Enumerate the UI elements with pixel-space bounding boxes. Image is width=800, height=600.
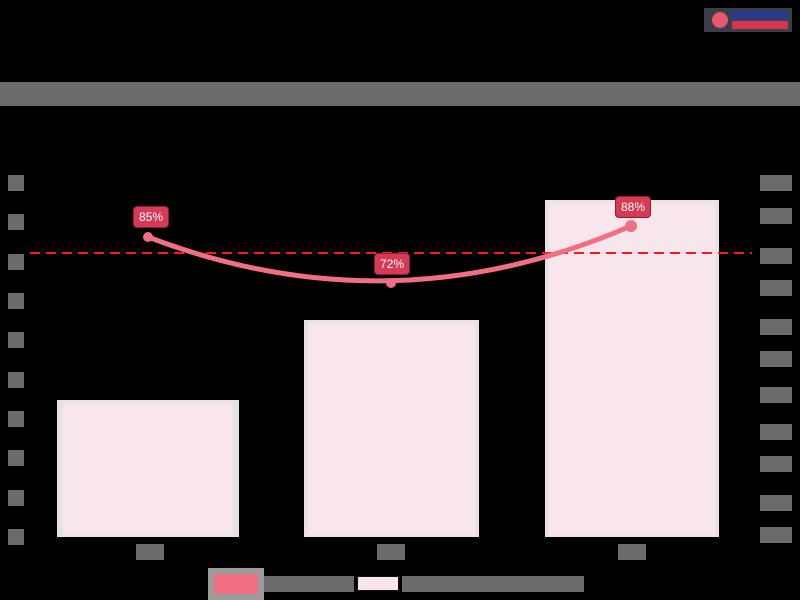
x-axis-label: [redacted] bbox=[618, 544, 646, 560]
left-axis-tick bbox=[8, 372, 24, 388]
left-axis-tick bbox=[8, 214, 24, 230]
x-axis-label: [redacted] bbox=[377, 544, 405, 560]
right-axis-tick bbox=[760, 456, 792, 472]
right-axis-tick bbox=[760, 424, 792, 440]
line-point-2[interactable] bbox=[386, 278, 396, 288]
left-axis-tick bbox=[8, 293, 24, 309]
right-axis-tick bbox=[760, 319, 792, 335]
legend-label-line[interactable]: [redacted line series] bbox=[264, 576, 354, 592]
chart-title: [redacted] bbox=[0, 82, 800, 106]
data-label: 88% bbox=[615, 196, 652, 218]
left-axis-tick bbox=[8, 332, 24, 348]
right-axis-tick bbox=[760, 387, 792, 403]
data-label: 72% bbox=[374, 253, 411, 275]
right-axis-tick bbox=[760, 527, 792, 543]
x-axis-label: [redacted] bbox=[136, 544, 164, 560]
legend-swatch-bar[interactable] bbox=[357, 576, 399, 591]
left-axis-tick bbox=[8, 529, 24, 545]
right-axis-tick bbox=[760, 248, 792, 264]
right-axis-tick bbox=[760, 351, 792, 367]
legend-swatch-line[interactable] bbox=[208, 568, 264, 600]
left-axis-tick bbox=[8, 254, 24, 270]
line-point-3[interactable] bbox=[625, 220, 637, 232]
logo-text-bottom: EXPLORER bbox=[732, 21, 788, 29]
logo-text-top: STATISTA bbox=[732, 11, 788, 19]
right-axis-tick bbox=[760, 208, 792, 224]
line-point-1[interactable] bbox=[143, 232, 153, 242]
bar-series bbox=[57, 200, 719, 537]
right-axis-tick bbox=[760, 175, 792, 191]
brand-logo: STATISTA EXPLORER bbox=[704, 8, 792, 32]
left-axis-tick bbox=[8, 490, 24, 506]
left-axis-tick bbox=[8, 411, 24, 427]
right-axis-tick bbox=[760, 280, 792, 296]
left-axis-tick bbox=[8, 175, 24, 191]
right-axis-tick bbox=[760, 495, 792, 511]
globe-icon bbox=[712, 12, 728, 28]
data-label: 85% bbox=[133, 206, 170, 228]
left-axis-tick bbox=[8, 450, 24, 466]
legend-label-bar[interactable]: [redacted bar series] bbox=[402, 576, 584, 592]
